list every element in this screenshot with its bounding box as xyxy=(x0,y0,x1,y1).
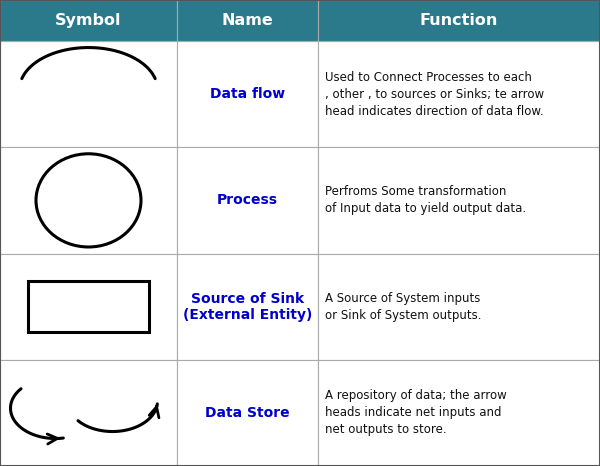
Bar xyxy=(28,281,149,332)
Text: Perfroms Some transformation
of Input data to yield output data.: Perfroms Some transformation of Input da… xyxy=(325,185,526,215)
Text: Used to Connect Processes to each
, other , to sources or Sinks; te arrow
head i: Used to Connect Processes to each , othe… xyxy=(325,71,544,117)
Bar xyxy=(177,254,318,360)
Bar xyxy=(0,0,177,41)
Text: A Source of System inputs
or Sink of System outputs.: A Source of System inputs or Sink of Sys… xyxy=(325,292,482,322)
Text: Symbol: Symbol xyxy=(55,13,122,28)
Text: Process: Process xyxy=(217,193,278,207)
Bar xyxy=(177,360,318,466)
Text: Name: Name xyxy=(221,13,274,28)
Bar xyxy=(177,0,318,41)
Bar xyxy=(318,360,600,466)
Bar xyxy=(0,41,177,147)
Bar xyxy=(318,41,600,147)
Bar xyxy=(177,41,318,147)
Text: Data flow: Data flow xyxy=(210,87,285,101)
Text: Data Store: Data Store xyxy=(205,406,290,420)
Bar xyxy=(318,0,600,41)
Bar xyxy=(177,147,318,254)
Bar xyxy=(318,147,600,254)
Text: Source of Sink
(External Entity): Source of Sink (External Entity) xyxy=(183,292,312,322)
Text: A repository of data; the arrow
heads indicate net inputs and
net outputs to sto: A repository of data; the arrow heads in… xyxy=(325,390,507,436)
Bar xyxy=(0,254,177,360)
Text: Function: Function xyxy=(420,13,498,28)
Bar xyxy=(318,254,600,360)
Bar xyxy=(0,360,177,466)
Bar xyxy=(0,147,177,254)
